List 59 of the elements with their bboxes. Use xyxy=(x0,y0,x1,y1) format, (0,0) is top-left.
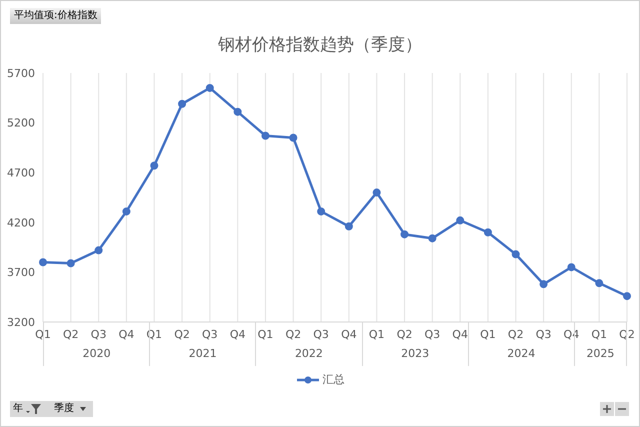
point xyxy=(400,230,409,238)
chart-title: 钢材价格指数趋势（季度） xyxy=(217,34,423,56)
x-tick-label: Q1 xyxy=(480,328,496,341)
x-tick-label: Q4 xyxy=(118,328,134,341)
x-tick-label: Q1 xyxy=(368,328,385,341)
point xyxy=(512,250,520,258)
text: 2020 xyxy=(82,347,112,360)
point xyxy=(317,207,326,216)
point xyxy=(150,162,158,170)
text: 2022 xyxy=(294,347,324,360)
x-tick-label: Q4 xyxy=(564,328,580,341)
x-tick-label: Q3 xyxy=(424,328,440,341)
field-button: 年 xyxy=(10,401,54,417)
point xyxy=(234,108,242,116)
x-tick-label: Q2 xyxy=(62,328,79,341)
x-tick-label: Q4 xyxy=(341,328,357,341)
x-tick-label: Q3 xyxy=(90,328,106,341)
point xyxy=(372,188,381,197)
text: 2021 xyxy=(188,347,218,360)
x-tick-label: Q1 xyxy=(35,328,51,341)
point xyxy=(289,134,298,142)
x-tick-label: Q3 xyxy=(313,328,329,341)
text: 2025 xyxy=(585,347,616,360)
x-tick-label: Q1 xyxy=(258,328,274,341)
y-tick-label: 4200 xyxy=(7,216,35,230)
point xyxy=(261,132,270,140)
x-tick-label: Q1 xyxy=(591,328,608,341)
y-tick-label: 5200 xyxy=(7,116,35,130)
text: 2023 xyxy=(400,347,430,360)
field-button: 季度 xyxy=(51,401,93,417)
x-tick-label: Q2 xyxy=(174,328,190,341)
point xyxy=(484,228,492,236)
y-tick-label: 5700 xyxy=(7,66,35,80)
point xyxy=(428,234,436,242)
y-tick-label: 3200 xyxy=(7,316,35,329)
point xyxy=(344,222,353,230)
y-tick-label: 3700 xyxy=(7,266,35,280)
legend-label: 汇总 xyxy=(322,372,344,387)
x-tick-label: Q3 xyxy=(536,328,552,341)
point xyxy=(39,258,47,266)
point xyxy=(540,280,548,288)
x-tick-label: Q2 xyxy=(285,328,302,341)
point xyxy=(595,279,604,288)
x-tick-label: Q3 xyxy=(202,328,218,341)
x-tick-label: Q2 xyxy=(508,328,524,341)
y-tick-label: 4700 xyxy=(7,166,35,180)
point xyxy=(122,207,130,216)
x-tick-label: Q2 xyxy=(396,328,412,341)
point xyxy=(456,216,464,224)
point xyxy=(567,263,576,272)
point xyxy=(94,246,103,254)
text: 2024 xyxy=(506,347,536,360)
point xyxy=(206,84,214,92)
field-button: 平均值项:价格指数 xyxy=(10,8,102,24)
x-tick-label: Q4 xyxy=(230,328,246,341)
point xyxy=(66,259,75,268)
point xyxy=(178,100,186,108)
point xyxy=(623,292,631,300)
x-tick-label: Q4 xyxy=(452,328,468,341)
